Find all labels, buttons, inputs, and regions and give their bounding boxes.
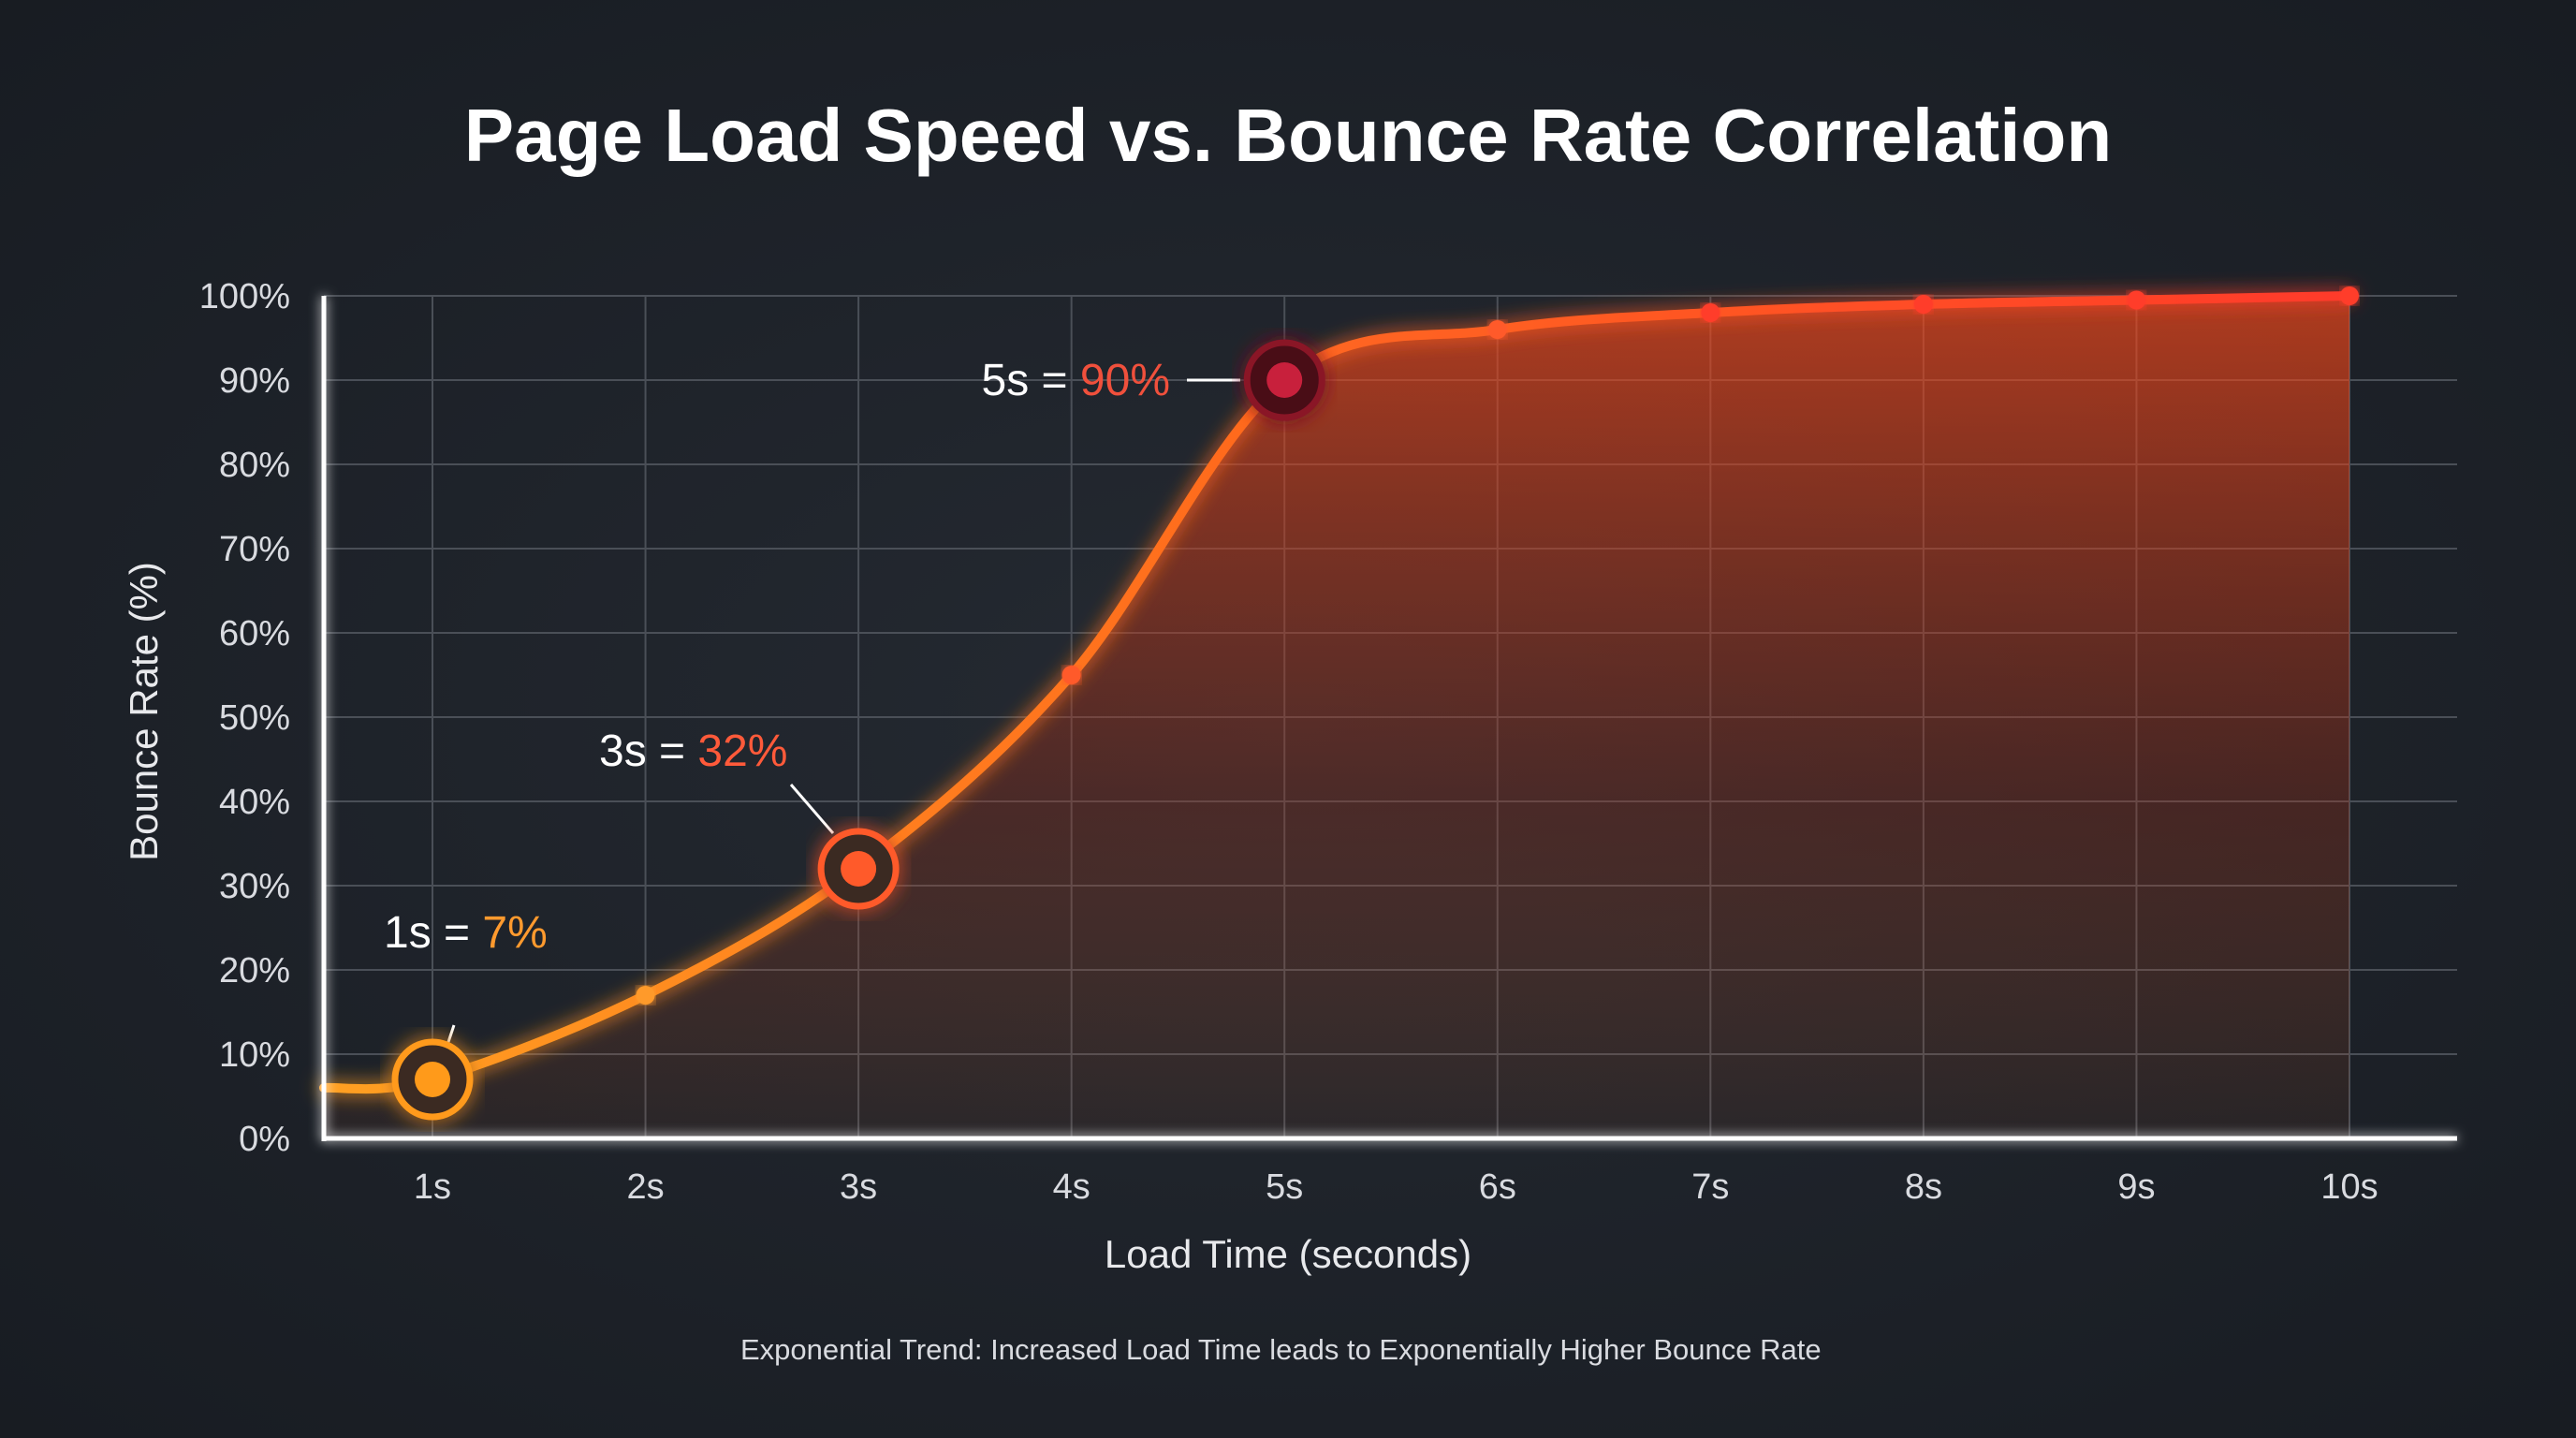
y-tick-label: 100% [199, 277, 290, 316]
x-tick-label: 8s [1905, 1167, 1942, 1207]
data-point [636, 986, 655, 1005]
annotation-label: 3s = 32% [599, 726, 787, 776]
y-tick-labels: 0% 10% 20% 30% 40% 50% 60% 70% 80% 90% 100% [199, 277, 290, 1159]
legend-label: Exponential Trend: Increased Load Time l… [740, 1333, 1822, 1366]
highlight-marker-dot [415, 1062, 450, 1097]
x-tick-labels: 1s 2s 3s 4s 5s 6s 7s 8s 9s 10s [414, 1167, 2378, 1207]
annotation-value: 90% [1080, 356, 1170, 405]
x-tick-label: 3s [840, 1167, 877, 1207]
y-tick-label: 0% [239, 1120, 290, 1159]
annotation: 3s = 32% [599, 726, 900, 910]
annotation-label: 1s = 7% [384, 908, 548, 958]
y-tick-label: 30% [219, 867, 290, 906]
y-tick-label: 20% [219, 951, 290, 990]
x-tick-label: 7s [1691, 1167, 1729, 1207]
y-tick-label: 50% [219, 698, 290, 738]
x-tick-label: 9s [2117, 1167, 2155, 1207]
y-tick-label: 80% [219, 446, 290, 485]
axes [321, 296, 2457, 1141]
x-tick-label: 2s [626, 1167, 664, 1207]
annotation-value: 7% [482, 908, 547, 958]
area-fill [324, 296, 2349, 1138]
data-point [2340, 286, 2359, 305]
annotation-prefix: 5s = [982, 356, 1080, 405]
y-tick-label: 40% [219, 783, 290, 822]
x-tick-label: 6s [1479, 1167, 1516, 1207]
x-tick-label: 1s [414, 1167, 451, 1207]
annotation: 1s = 7% [384, 908, 548, 1121]
data-point [1701, 303, 1720, 322]
legend: Exponential Trend: Increased Load Time l… [673, 1333, 1822, 1366]
data-point [1061, 666, 1081, 684]
x-tick-label: 5s [1266, 1167, 1303, 1207]
annotation: 5s = 90% [982, 339, 1325, 421]
y-tick-label: 60% [219, 614, 290, 653]
annotation-label: 5s = 90% [982, 356, 1170, 405]
data-point [1913, 295, 1933, 314]
y-tick-label: 10% [219, 1035, 290, 1075]
highlight-marker-dot [1266, 362, 1303, 398]
y-tick-label: 90% [219, 361, 290, 401]
data-points [636, 286, 2359, 1005]
data-point [1487, 320, 1507, 339]
y-tick-label: 70% [219, 530, 290, 569]
x-tick-label: 10s [2320, 1167, 2378, 1207]
y-axis-label: Bounce Rate (%) [122, 562, 166, 861]
annotations: 1s = 7% 3s = 32% 5s = 90% [384, 339, 1325, 1121]
data-point [2127, 290, 2146, 310]
highlight-marker-dot [841, 851, 877, 887]
annotation-prefix: 1s = [384, 908, 482, 958]
x-axis-label: Load Time (seconds) [1105, 1232, 1471, 1276]
x-tick-label: 4s [1053, 1167, 1090, 1207]
chart-title: Page Load Speed vs. Bounce Rate Correlat… [464, 94, 2112, 177]
annotation-value: 32% [697, 726, 787, 776]
annotation-prefix: 3s = [599, 726, 697, 776]
annotation-leader-line [789, 784, 835, 834]
